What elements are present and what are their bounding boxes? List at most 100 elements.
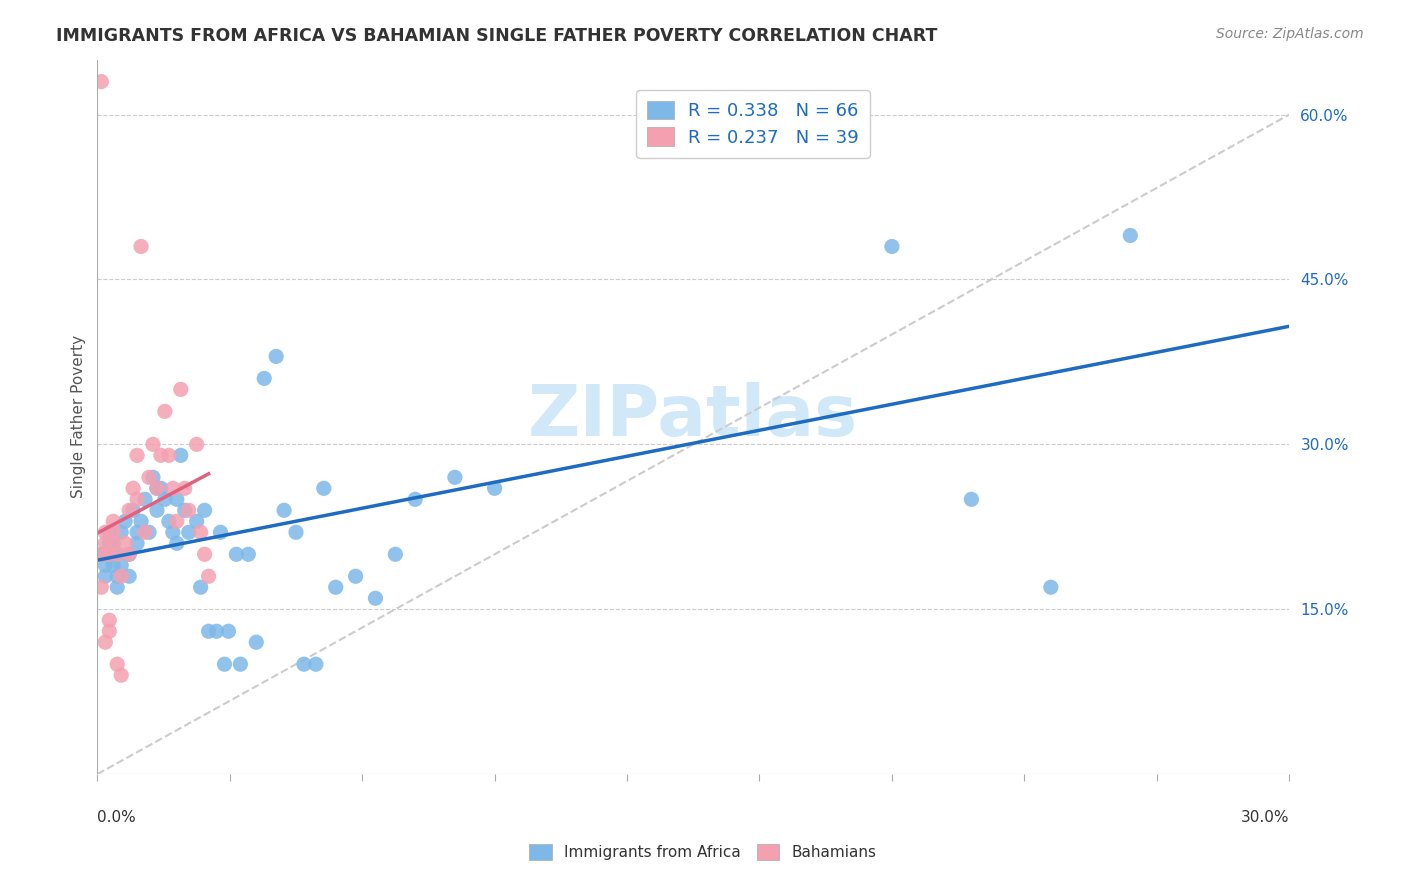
Point: [312, 481, 335, 495]
Point: [194, 547, 217, 561]
Point: [98, 547, 121, 561]
Point: [157, 514, 180, 528]
Point: [214, 657, 236, 672]
Point: [364, 591, 387, 606]
Point: [134, 492, 156, 507]
Point: [138, 470, 160, 484]
Point: [98, 624, 121, 639]
Point: [166, 536, 188, 550]
Point: [177, 525, 200, 540]
Text: IMMIGRANTS FROM AFRICA VS BAHAMIAN SINGLE FATHER POVERTY CORRELATION CHART: IMMIGRANTS FROM AFRICA VS BAHAMIAN SINGL…: [56, 27, 938, 45]
Point: [146, 481, 169, 495]
Point: [146, 503, 169, 517]
Point: [110, 569, 132, 583]
Text: ZIPatlas: ZIPatlas: [529, 383, 858, 451]
Text: Source: ZipAtlas.com: Source: ZipAtlas.com: [1216, 27, 1364, 41]
Point: [229, 657, 252, 672]
Point: [110, 558, 132, 573]
Point: [105, 657, 128, 672]
Point: [110, 525, 132, 540]
Point: [170, 448, 193, 462]
Point: [153, 404, 176, 418]
Point: [173, 503, 195, 517]
Point: [149, 481, 172, 495]
Point: [114, 536, 136, 550]
Point: [273, 503, 295, 517]
Point: [114, 514, 136, 528]
Point: [90, 547, 112, 561]
Point: [197, 569, 219, 583]
Point: [122, 503, 145, 517]
Point: [253, 371, 276, 385]
Point: [186, 514, 208, 528]
Legend: R = 0.338   N = 66, R = 0.237   N = 39: R = 0.338 N = 66, R = 0.237 N = 39: [636, 90, 870, 158]
Point: [325, 580, 347, 594]
Point: [103, 547, 125, 561]
Point: [125, 536, 148, 550]
Point: [105, 547, 128, 561]
Point: [94, 558, 117, 573]
Point: [103, 536, 125, 550]
Point: [384, 547, 406, 561]
Point: [344, 569, 367, 583]
Point: [98, 536, 121, 550]
Point: [960, 492, 983, 507]
Text: 30.0%: 30.0%: [1240, 810, 1289, 825]
Point: [90, 580, 112, 594]
Point: [110, 668, 132, 682]
Point: [173, 481, 195, 495]
Point: [90, 74, 112, 88]
Point: [238, 547, 260, 561]
Point: [125, 525, 148, 540]
Point: [94, 569, 117, 583]
Point: [285, 525, 308, 540]
Point: [146, 481, 169, 495]
Point: [197, 624, 219, 639]
Point: [177, 503, 200, 517]
Point: [682, 140, 704, 154]
Point: [217, 624, 239, 639]
Point: [162, 481, 184, 495]
Point: [118, 503, 141, 517]
Point: [444, 470, 467, 484]
Point: [94, 525, 117, 540]
Point: [190, 525, 212, 540]
Point: [484, 481, 506, 495]
Point: [149, 448, 172, 462]
Point: [103, 525, 125, 540]
Point: [98, 525, 121, 540]
Point: [142, 470, 165, 484]
Point: [166, 514, 188, 528]
Point: [209, 525, 232, 540]
Point: [118, 569, 141, 583]
Point: [404, 492, 426, 507]
Point: [125, 448, 148, 462]
Point: [105, 569, 128, 583]
Point: [103, 536, 125, 550]
Point: [190, 580, 212, 594]
Point: [245, 635, 267, 649]
Point: [103, 558, 125, 573]
Text: 0.0%: 0.0%: [97, 810, 136, 825]
Point: [134, 525, 156, 540]
Point: [225, 547, 247, 561]
Point: [125, 492, 148, 507]
Point: [153, 492, 176, 507]
Y-axis label: Single Father Poverty: Single Father Poverty: [72, 335, 86, 499]
Legend: Immigrants from Africa, Bahamians: Immigrants from Africa, Bahamians: [523, 838, 883, 866]
Point: [98, 613, 121, 627]
Point: [305, 657, 328, 672]
Point: [118, 547, 141, 561]
Point: [880, 239, 903, 253]
Point: [129, 239, 152, 253]
Point: [105, 580, 128, 594]
Point: [1039, 580, 1062, 594]
Point: [94, 635, 117, 649]
Point: [194, 503, 217, 517]
Point: [264, 350, 287, 364]
Point: [166, 492, 188, 507]
Point: [94, 536, 117, 550]
Point: [157, 448, 180, 462]
Point: [103, 514, 125, 528]
Point: [98, 547, 121, 561]
